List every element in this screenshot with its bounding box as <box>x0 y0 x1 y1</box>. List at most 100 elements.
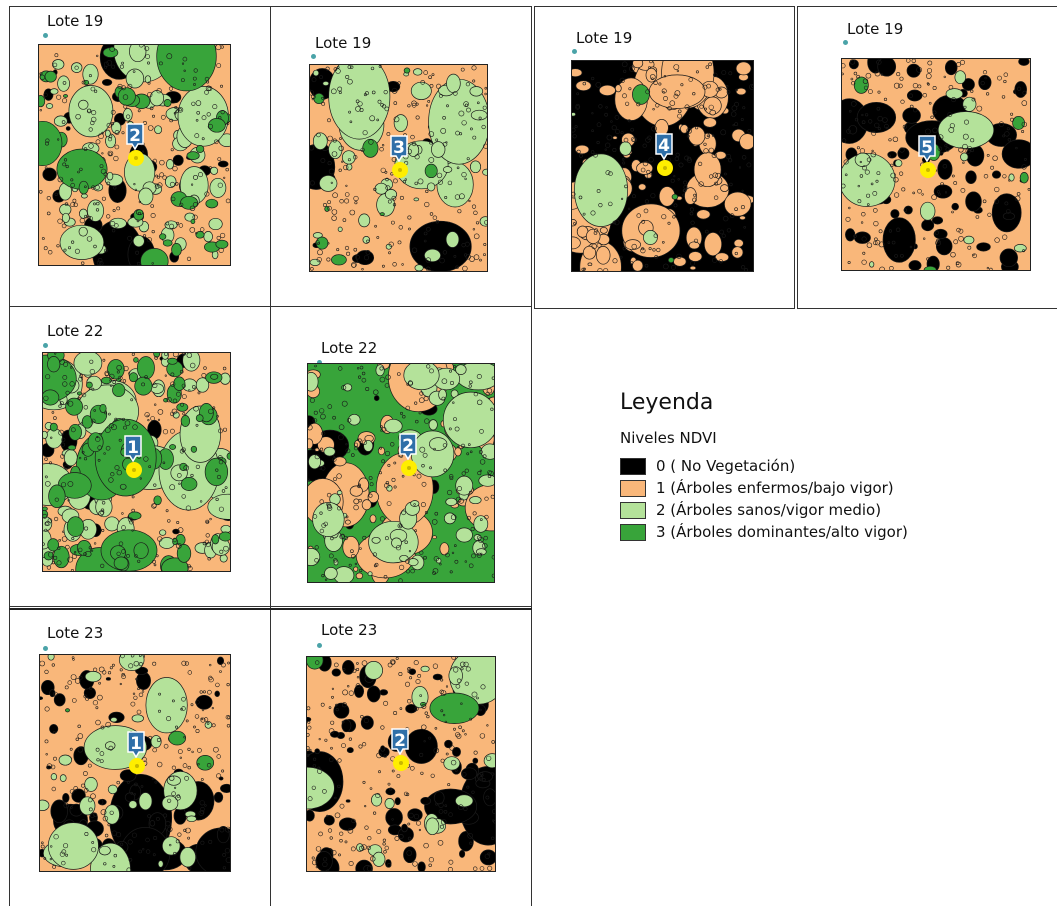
contour-speckle <box>61 849 67 855</box>
contour-speckle <box>970 138 975 143</box>
contour-speckle <box>154 184 160 190</box>
contour-speckle <box>204 539 209 544</box>
contour-speckle <box>177 749 183 754</box>
ndvi-patch-class-2 <box>323 446 336 457</box>
ndvi-patch-class-2 <box>219 554 228 563</box>
contour-speckle <box>61 860 66 866</box>
contour-speckle <box>101 501 106 505</box>
contour-speckle <box>876 106 881 111</box>
contour-speckle <box>170 381 176 387</box>
contour-speckle <box>224 848 230 854</box>
ndvi-patch-class-1 <box>349 485 363 497</box>
contour-speckle <box>101 196 106 201</box>
contour-speckle <box>922 92 928 98</box>
contour-speckle <box>470 527 475 532</box>
contour-speckle <box>673 174 676 178</box>
contour-speckle <box>846 129 851 134</box>
contour-speckle <box>358 498 362 503</box>
contour-speckle <box>713 195 719 200</box>
contour-speckle <box>453 254 457 258</box>
contour-speckle <box>921 193 924 196</box>
contour-speckle <box>595 81 602 88</box>
contour-speckle <box>177 473 182 478</box>
contour-speckle <box>52 561 56 565</box>
contour-speckle <box>582 212 586 216</box>
yellow-point-icon <box>128 150 144 166</box>
ndvi-patch-class-0 <box>50 799 68 824</box>
contour-speckle <box>318 737 321 741</box>
contour-speckle <box>1001 95 1006 99</box>
contour-speckle <box>315 240 320 245</box>
contour-speckle <box>576 149 581 154</box>
ndvi-patch-class-1 <box>575 80 592 92</box>
contour-speckle <box>421 481 427 487</box>
contour-speckle <box>572 127 576 133</box>
contour-speckle <box>185 719 189 723</box>
ndvi-patch-class-0 <box>944 60 958 76</box>
contour-speckle <box>464 681 469 686</box>
ndvi-patch-class-2 <box>445 231 460 248</box>
contour-speckle <box>320 702 325 707</box>
contour-speckle <box>410 134 415 140</box>
contour-speckle <box>861 236 867 242</box>
contour-speckle <box>932 85 937 90</box>
ndvi-patch-class-0 <box>355 250 375 266</box>
contour-speckle <box>344 198 350 204</box>
contour-speckle <box>332 457 337 462</box>
ndvi-patch-class-1 <box>709 109 716 116</box>
contour-speckle <box>338 434 344 441</box>
contour-speckle <box>471 65 477 71</box>
contour-speckle <box>998 121 1005 127</box>
legend-swatch <box>620 523 646 541</box>
contour-speckle <box>464 468 469 473</box>
contour-speckle <box>79 374 84 379</box>
contour-speckle <box>214 139 219 145</box>
contour-speckle <box>444 804 448 807</box>
ndvi-patch-class-1 <box>595 246 611 265</box>
contour-speckle <box>134 188 138 192</box>
contour-speckle <box>111 424 117 431</box>
contour-speckle <box>486 388 493 394</box>
ndvi-patch-class-2 <box>1008 173 1015 182</box>
ndvi-patch-class-3 <box>133 357 139 363</box>
ndvi-patch-class-2 <box>443 512 456 525</box>
contour-speckle <box>338 366 343 371</box>
contour-speckle <box>472 511 477 516</box>
contour-speckle <box>216 773 222 779</box>
contour-speckle <box>200 810 205 815</box>
ndvi-map <box>307 363 495 583</box>
contour-speckle <box>198 172 204 178</box>
contour-speckle <box>457 209 462 214</box>
contour-speckle <box>458 804 464 810</box>
lote-label-dot <box>843 40 848 45</box>
contour-speckle <box>414 529 417 532</box>
ndvi-patch-class-0 <box>385 808 403 827</box>
contour-speckle <box>78 397 81 400</box>
contour-speckle <box>684 104 690 110</box>
ndvi-patch-class-3 <box>196 755 215 771</box>
contour-speckle <box>465 82 470 87</box>
contour-speckle <box>956 227 961 233</box>
contour-speckle <box>337 86 343 92</box>
contour-speckle <box>56 94 62 100</box>
contour-speckle <box>319 499 324 504</box>
contour-speckle <box>878 229 883 234</box>
contour-speckle <box>174 182 179 186</box>
contour-speckle <box>181 706 186 711</box>
contour-speckle <box>426 226 431 232</box>
contour-speckle <box>341 385 347 391</box>
contour-speckle <box>850 77 854 81</box>
ndvi-patch-class-2 <box>104 129 111 138</box>
contour-speckle <box>398 578 403 582</box>
ndvi-patch-class-2 <box>110 717 118 723</box>
contour-speckle <box>381 427 387 432</box>
contour-speckle <box>193 725 196 729</box>
contour-speckle <box>332 415 336 420</box>
contour-speckle <box>219 827 225 833</box>
contour-speckle <box>90 120 95 126</box>
contour-speckle <box>215 468 219 472</box>
contour-speckle <box>325 66 330 71</box>
contour-speckle <box>226 683 230 687</box>
ndvi-map <box>841 58 1031 271</box>
contour-speckle <box>449 369 453 373</box>
